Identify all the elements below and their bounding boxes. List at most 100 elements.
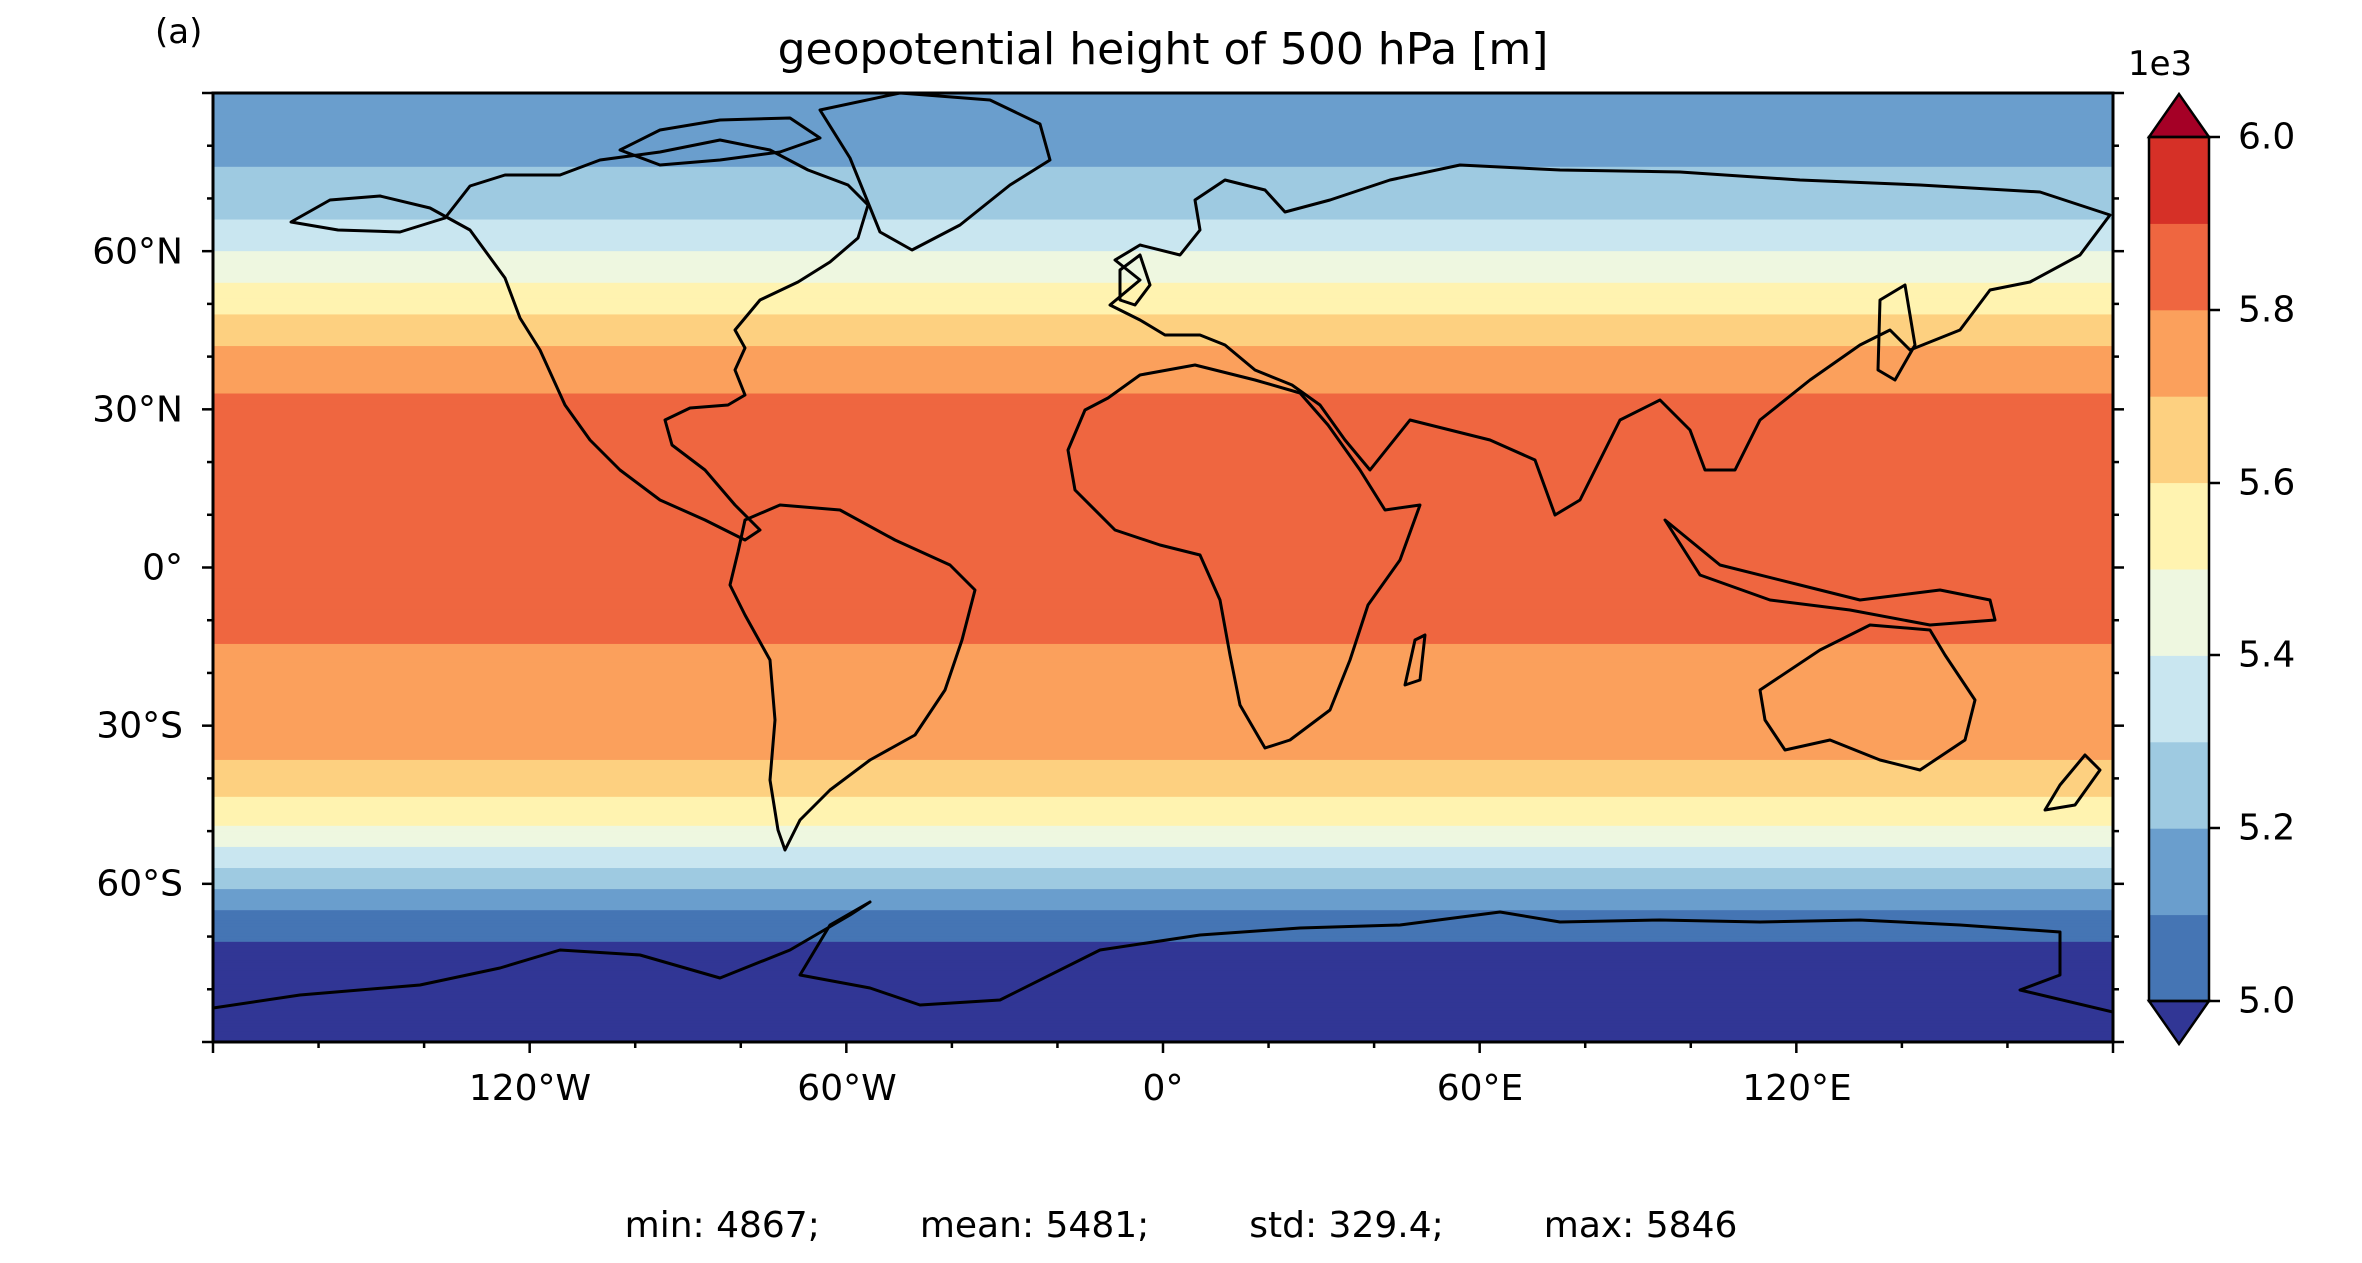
contour-band [213, 95, 2113, 100]
contour-band [213, 720, 2113, 724]
contour-band [213, 883, 2113, 888]
contour-band [213, 179, 2113, 184]
contour-band [213, 327, 2113, 332]
contour-band [213, 923, 2113, 927]
contour-band [213, 306, 2113, 310]
contour-band [213, 765, 2113, 769]
contour-band [213, 290, 2113, 295]
contour-band [213, 195, 2113, 200]
contour-band [213, 208, 2113, 213]
contour-band [213, 688, 2113, 693]
contour-band [213, 788, 2113, 793]
stat-max: max: 5846 [1543, 1205, 1738, 1246]
contour-band [213, 860, 2113, 864]
contour-band [213, 997, 2113, 1001]
contour-band [213, 915, 2113, 919]
contour-band [213, 696, 2113, 701]
contour-band [213, 406, 2113, 411]
contour-band [213, 319, 2113, 324]
contour-band [213, 388, 2113, 392]
contour-band [213, 266, 2113, 271]
contour-band [213, 878, 2113, 882]
y-tick-label: 60°N [92, 231, 183, 273]
contour-band [213, 744, 2113, 748]
colorbar-tick-label: 5.0 [2238, 980, 2296, 1022]
contour-band [213, 881, 2113, 885]
contour-band [213, 628, 2113, 632]
coastline-north-america [289, 138, 870, 542]
contour-band [213, 752, 2113, 756]
contour-band [213, 833, 2113, 838]
contour-band [213, 124, 2113, 129]
contour-band [213, 301, 2113, 305]
contour-band [213, 599, 2113, 603]
contour-band [213, 530, 2113, 535]
contour-band [213, 707, 2113, 711]
contour-band [213, 1018, 2113, 1022]
contour-band [213, 957, 2113, 962]
contour-band [213, 411, 2113, 416]
contour-band [213, 1005, 2113, 1009]
contour-band [213, 984, 2113, 988]
contour-band [213, 683, 2113, 687]
contour-band [213, 981, 2113, 985]
contour-band [213, 807, 2113, 811]
contour-band [213, 1034, 2113, 1038]
contour-band [213, 240, 2113, 245]
contour-band [213, 564, 2113, 569]
contour-band [213, 346, 2113, 350]
contour-band [213, 512, 2113, 516]
contour-band [213, 712, 2113, 716]
contour-band [213, 351, 2113, 355]
contour-band [213, 324, 2113, 329]
contour-band [213, 380, 2113, 384]
colorbar-tick-label: 5.2 [2238, 807, 2296, 849]
contour-band [213, 844, 2113, 848]
contour-band [213, 1010, 2113, 1014]
colorbar-segment [2149, 828, 2209, 916]
contour-band [213, 525, 2113, 529]
contour-band [213, 440, 2113, 445]
contour-band [213, 641, 2113, 645]
contour-band [213, 425, 2113, 429]
contour-band [213, 962, 2113, 967]
contour-band [213, 773, 2113, 777]
contour-band [213, 717, 2113, 722]
contour-band [213, 166, 2113, 171]
contour-band [213, 572, 2113, 577]
contour-band [213, 820, 2113, 825]
contour-band [213, 873, 2113, 877]
contour-band [213, 588, 2113, 593]
contour-band [213, 330, 2113, 334]
contour-band [213, 409, 2113, 413]
stat-std: std: 329.4; [1249, 1205, 1444, 1246]
contour-band [213, 746, 2113, 751]
contour-band [213, 435, 2113, 440]
y-tick-label: 30°S [96, 705, 183, 747]
contour-band [213, 404, 2113, 408]
contour-band [213, 868, 2113, 872]
contour-band [213, 187, 2113, 192]
contour-band [213, 762, 2113, 767]
contour-band [213, 799, 2113, 803]
contour-band [213, 551, 2113, 556]
contour-band [213, 725, 2113, 730]
colorbar-tick-label: 5.4 [2238, 634, 2296, 676]
contour-band [213, 158, 2113, 163]
contour-band [213, 219, 2113, 223]
contour-band [213, 651, 2113, 656]
colorbar-tick-label: 5.8 [2238, 289, 2296, 331]
contour-band [213, 148, 2113, 152]
contour-band [213, 317, 2113, 321]
contour-band [213, 691, 2113, 695]
contour-band [213, 559, 2113, 564]
contour-band [213, 715, 2113, 719]
contour-band [213, 338, 2113, 342]
contour-band [213, 986, 2113, 991]
contour-band [213, 783, 2113, 788]
contour-band [213, 340, 2113, 345]
contour-band [213, 825, 2113, 830]
x-tick-label: 120°W [468, 1068, 592, 1109]
contour-band [213, 976, 2113, 980]
contour-band [213, 839, 2113, 843]
